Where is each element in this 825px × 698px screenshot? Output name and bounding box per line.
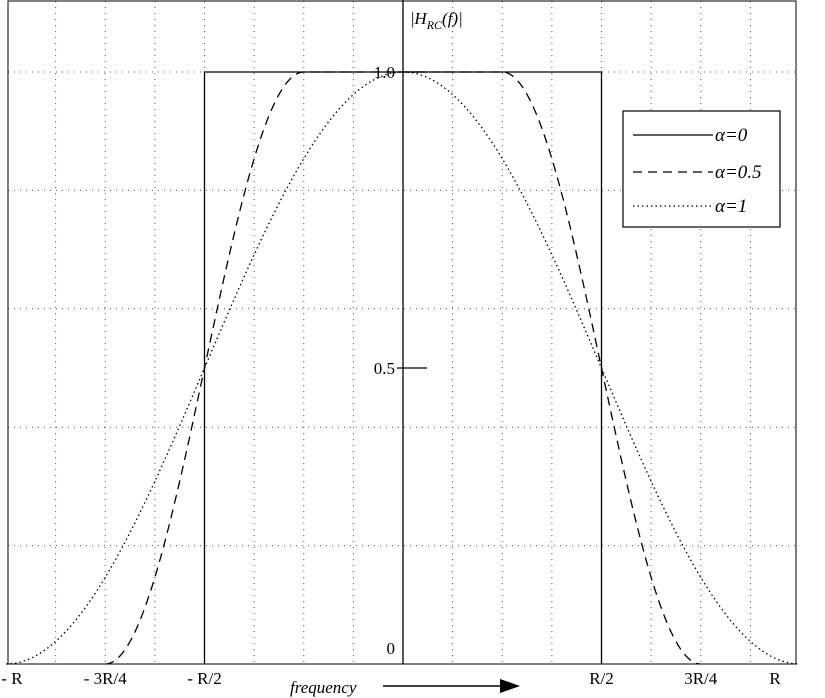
series-line-2 bbox=[5, 71, 801, 665]
x-axis-arrow bbox=[383, 679, 520, 693]
y-axis-label-subscript: RC bbox=[426, 18, 443, 32]
plot-frame bbox=[7, 0, 797, 665]
x-axis-label: frequency bbox=[290, 678, 357, 697]
x-tick-label: - R/2 bbox=[187, 669, 221, 688]
x-tick-label: - R bbox=[1, 669, 23, 688]
y-ticks: 00.51.0 bbox=[374, 63, 427, 658]
legend-label-alpha-1: α=1 bbox=[715, 196, 747, 217]
y-axis-label-prefix: | bbox=[411, 9, 414, 28]
y-axis-label: |HRC(f)| bbox=[411, 9, 463, 32]
legend: α=0 α=0.5 α=1 bbox=[622, 110, 781, 228]
y-tick-label: 0.5 bbox=[374, 359, 395, 378]
x-tick-label: R bbox=[769, 669, 781, 688]
series-layer bbox=[5, 71, 801, 665]
x-tick-label: 3R/4 bbox=[684, 669, 718, 688]
x-tick-label: - 3R/4 bbox=[84, 669, 127, 688]
legend-label-alpha-0: α=0 bbox=[715, 125, 748, 146]
grid bbox=[8, 1, 796, 664]
y-axis-label-h: H bbox=[413, 9, 428, 28]
x-tick-label: R/2 bbox=[589, 669, 614, 688]
legend-box bbox=[622, 110, 781, 228]
y-tick-label: 0 bbox=[387, 639, 396, 658]
legend-label-alpha-0-5: α=0.5 bbox=[715, 162, 762, 183]
series-line-1 bbox=[105, 71, 701, 665]
y-axis-label-suffix: (f)| bbox=[442, 9, 463, 28]
x-ticks: - R - 3R/4 - R/2 R/2 3R/4 R bbox=[1, 669, 781, 688]
